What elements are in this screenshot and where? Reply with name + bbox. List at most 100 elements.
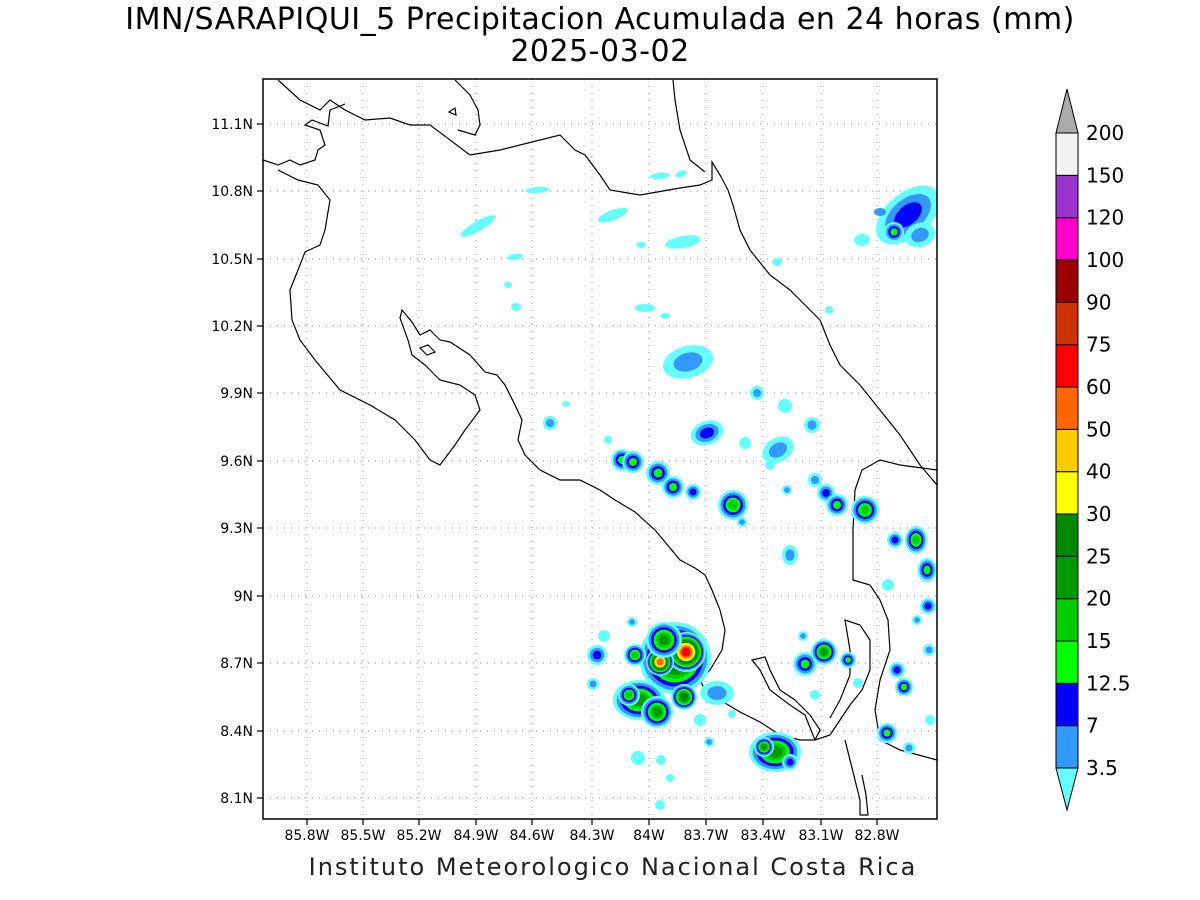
lon-label: 83.4W [740,828,785,844]
lat-label: 11.1N [211,117,253,133]
lon-label: 84W [633,828,665,844]
precip-cell [650,172,670,180]
colorbar-high-triangle [1055,88,1079,134]
precip-cell [589,680,597,688]
lat-label: 8.7N [220,656,253,672]
precip-cell [706,739,712,745]
colorbar-segment [1055,344,1079,388]
colorbar-segment [1055,682,1079,727]
colorbar-label: 200 [1086,121,1124,145]
precip-cell [656,755,666,765]
precip-cell [675,170,687,178]
precip-cell [810,475,820,485]
precip-cell [923,565,931,575]
precip-cell [631,651,639,659]
precip-cell [665,235,701,249]
precip-cell [894,202,922,228]
precip-cell [911,227,929,243]
colorbar-label: 120 [1086,206,1124,230]
precip-cell [694,714,706,726]
precip-cell [853,678,863,688]
precip-cell [562,401,570,407]
precip-cell [625,691,633,699]
precip-cell [845,657,851,663]
map-title: IMN/SARAPIQUI_5 Precipitacion Acumulada … [125,2,1075,37]
precip-cell [511,303,521,311]
colorbar-segment [1055,174,1079,219]
precip-cell [525,186,549,194]
precip-cell [658,634,670,646]
precip-cell [807,420,817,430]
lon-label: 83.7W [683,828,728,844]
precip-cell [689,488,697,496]
precip-cell [680,693,688,701]
colorbar-label: 75 [1086,333,1111,357]
precip-cell [681,647,691,657]
precip-cell [925,715,935,725]
colorbar-segment [1055,471,1079,515]
lon-label: 84.6W [509,828,554,844]
precip-cell [822,489,830,497]
longitude-labels: 85.8W 85.5W 85.2W 84.9W 84.6W 84.3W 84W 83.7W 83… [284,819,900,844]
precip-cell [635,304,655,312]
precip-cell [914,617,920,623]
colorbar-segment [1055,301,1079,346]
precip-cell [882,579,894,591]
precip-cell [890,228,898,236]
colorbar-label: 90 [1086,290,1111,314]
precip-cell [629,619,635,625]
lat-label: 10.2N [211,319,253,335]
colorbar-segment [1055,640,1079,684]
precip-cell [631,751,645,765]
precip-cell [597,207,629,223]
precip-cell [765,460,775,470]
precip-cell [739,519,745,525]
precip-cell [636,242,646,248]
precip-cell [666,774,674,782]
precip-cell [761,744,767,750]
colorbar-segment [1055,513,1079,557]
precip-cell [655,800,665,810]
precip-cell [854,234,870,246]
precip-cell [860,505,870,515]
colorbar-segment [1055,132,1079,176]
colorbar-label: 40 [1086,460,1111,484]
precip-cell [778,399,792,413]
colorbar-label: 60 [1086,375,1111,399]
lat-label: 9.9N [220,386,253,402]
precip-cell [460,215,496,237]
precip-cell [874,208,886,216]
lon-label: 85.5W [340,828,385,844]
precip-cell [728,500,738,510]
colorbar-segment [1055,386,1079,430]
map-grid [263,79,937,819]
map-date: 2025-03-02 [510,34,690,69]
colorbar-low-triangle [1055,767,1079,812]
precip-cell [504,282,512,288]
precipitation-areas [460,170,937,810]
precip-cell [883,729,891,737]
precip-cell [786,758,794,766]
precip-cell [673,352,703,372]
lat-label: 9.6N [220,454,253,470]
precip-cell [925,646,933,654]
colorbar-segment [1055,555,1079,600]
precip-cell [893,666,901,674]
precip-cell [545,418,555,428]
colorbar-segment [1055,598,1079,642]
precip-cell [699,427,715,439]
precip-cell [669,483,677,491]
lat-label: 9.3N [220,521,253,537]
precip-cell [739,437,751,449]
precip-cell [800,659,810,669]
precip-cell [800,633,806,639]
colorbar-label: 150 [1086,163,1124,187]
lon-label: 85.2W [396,828,441,844]
precip-cell [653,468,663,478]
coastline [263,79,937,816]
precip-cell [833,501,841,509]
colorbar-segment [1055,725,1079,769]
precip-cell [785,549,795,561]
precip-cell [768,442,788,458]
precip-cell [912,535,920,545]
